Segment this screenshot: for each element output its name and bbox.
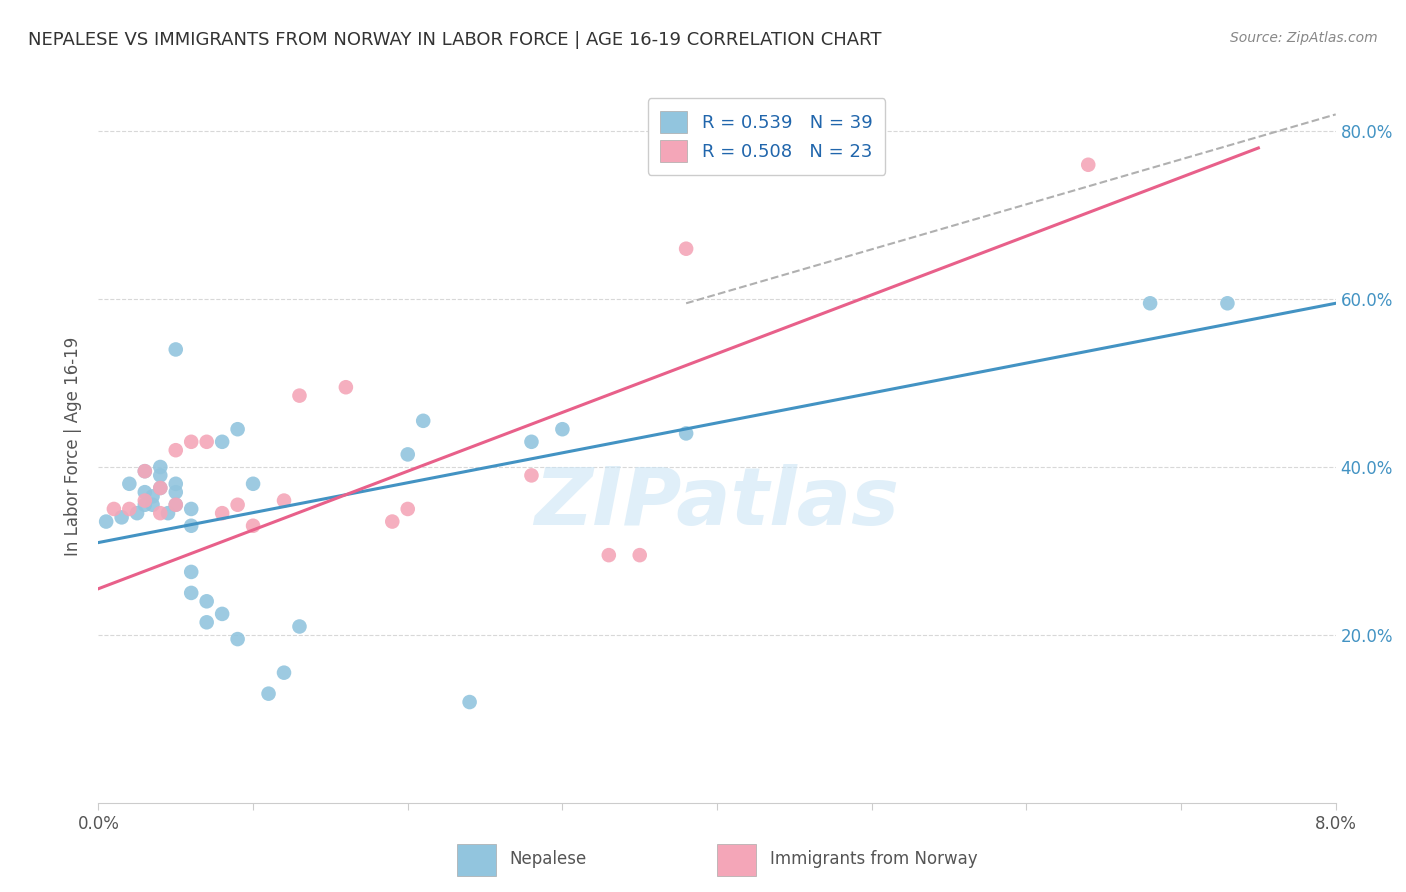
Point (675, 426, 697, 441)
Point (520, 434, 543, 449)
Point (165, 485, 187, 500)
Legend: R = 0.539   N = 39, R = 0.508   N = 23: R = 0.539 N = 39, R = 0.508 N = 23 (648, 98, 886, 175)
Point (226, 422, 249, 436)
Point (226, 632, 249, 646)
Point (180, 518, 202, 533)
Point (257, 687, 280, 701)
Point (226, 498, 249, 512)
Point (598, 548, 620, 562)
Point (165, 476, 187, 491)
Point (520, 468, 543, 483)
Y-axis label: In Labor Force | Age 16-19: In Labor Force | Age 16-19 (65, 336, 83, 556)
Point (165, 443, 187, 458)
Point (134, 464, 156, 478)
Point (211, 434, 233, 449)
Point (149, 481, 172, 495)
Point (96, 515, 118, 529)
Point (273, 665, 295, 680)
Point (127, 506, 149, 520)
Point (165, 498, 187, 512)
Point (180, 502, 202, 516)
Point (134, 493, 156, 508)
Point (180, 565, 202, 579)
Point (134, 464, 156, 478)
Point (103, 502, 125, 516)
Point (242, 476, 264, 491)
Point (149, 481, 172, 495)
Point (1077, 158, 1099, 172)
Point (211, 607, 233, 621)
Point (412, 414, 434, 428)
Point (242, 518, 264, 533)
Point (149, 460, 172, 475)
Text: Source: ZipAtlas.com: Source: ZipAtlas.com (1230, 31, 1378, 45)
Point (211, 506, 233, 520)
FancyBboxPatch shape (457, 844, 496, 876)
Point (288, 619, 311, 633)
Point (396, 447, 419, 461)
Point (675, 242, 697, 256)
Point (134, 498, 156, 512)
Point (134, 485, 156, 500)
Point (157, 506, 180, 520)
Point (458, 695, 481, 709)
Text: NEPALESE VS IMMIGRANTS FROM NORWAY IN LABOR FORCE | AGE 16-19 CORRELATION CHART: NEPALESE VS IMMIGRANTS FROM NORWAY IN LA… (28, 31, 882, 49)
Point (335, 380, 357, 394)
Point (165, 498, 187, 512)
Point (273, 493, 295, 508)
Point (165, 343, 187, 357)
Point (195, 594, 218, 608)
Point (1216, 296, 1239, 310)
Text: Nepalese: Nepalese (509, 849, 586, 868)
Point (142, 489, 165, 503)
Point (142, 498, 165, 512)
Point (195, 615, 218, 630)
Point (149, 506, 172, 520)
Point (195, 434, 218, 449)
Point (118, 476, 141, 491)
Point (396, 502, 419, 516)
Point (551, 422, 574, 436)
Point (118, 502, 141, 516)
Text: Immigrants from Norway: Immigrants from Norway (770, 849, 977, 868)
Point (149, 468, 172, 483)
Point (288, 389, 311, 403)
Point (180, 586, 202, 600)
Point (628, 548, 651, 562)
Text: ZIPatlas: ZIPatlas (534, 464, 900, 542)
Point (381, 515, 404, 529)
Point (111, 510, 134, 524)
Point (1139, 296, 1161, 310)
FancyBboxPatch shape (717, 844, 756, 876)
Point (180, 434, 202, 449)
